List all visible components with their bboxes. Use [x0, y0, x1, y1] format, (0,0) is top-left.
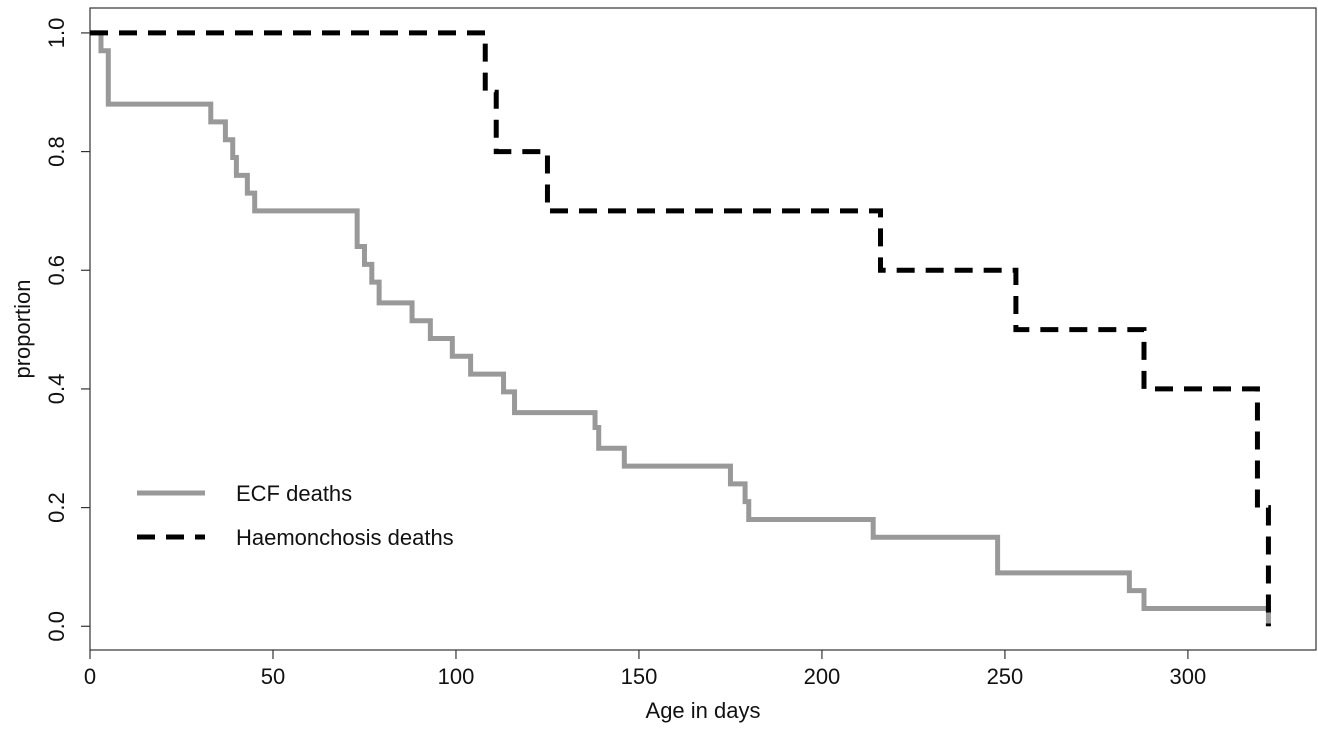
- x-axis-label: Age in days: [646, 698, 761, 723]
- legend-label: Haemonchosis deaths: [236, 525, 454, 550]
- x-tick-label: 150: [621, 664, 658, 689]
- x-tick-label: 200: [804, 664, 841, 689]
- y-tick-label: 1.0: [44, 18, 69, 49]
- x-tick-label: 50: [261, 664, 285, 689]
- x-tick-label: 300: [1170, 664, 1207, 689]
- survival-line: [90, 30, 1271, 627]
- y-tick-label: 0.2: [44, 492, 69, 523]
- survival-line: [90, 30, 1271, 627]
- x-tick-label: 250: [987, 664, 1024, 689]
- x-tick-label: 0: [84, 664, 96, 689]
- y-tick-label: 0.8: [44, 136, 69, 167]
- x-tick-label: 100: [438, 664, 475, 689]
- plot-frame: [89, 7, 1317, 651]
- y-tick-label: 0.4: [44, 374, 69, 405]
- y-axis-label: proportion: [10, 279, 35, 378]
- legend-label: ECF deaths: [236, 481, 352, 506]
- y-tick-label: 0.6: [44, 255, 69, 286]
- y-tick-label: 0.0: [44, 611, 69, 642]
